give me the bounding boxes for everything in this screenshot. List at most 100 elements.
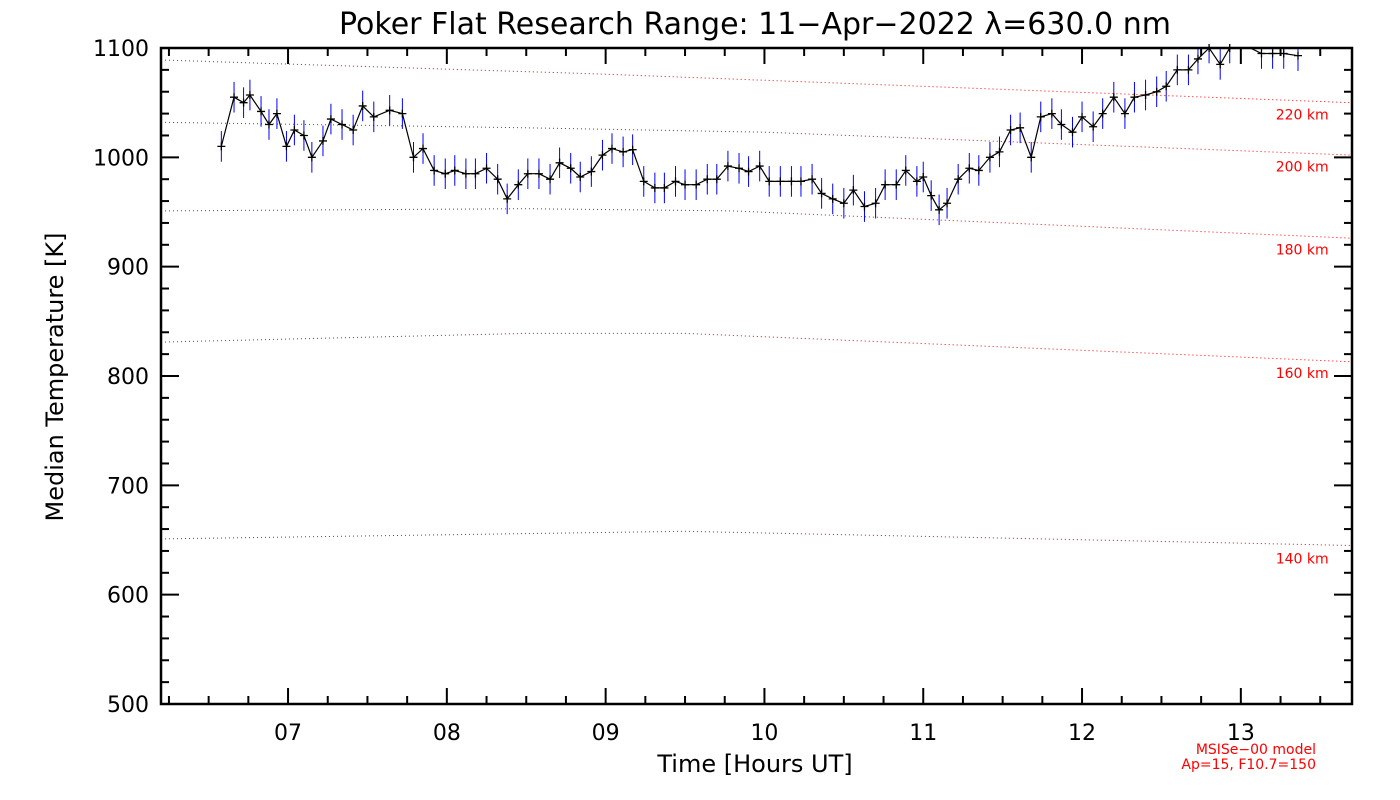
data-point-78 — [1016, 123, 1025, 132]
data-point-48 — [712, 175, 721, 184]
model-layer: 140 km 160 km 180 km 200 km 220 km — [160, 59, 1353, 568]
data-point-59 — [828, 194, 837, 203]
data-point-22 — [441, 169, 450, 178]
data-point-41 — [639, 177, 648, 186]
y-axis-label: Median Temperature [K] — [41, 232, 69, 521]
model-label-3: 200 km — [1276, 160, 1329, 176]
data-point-65 — [892, 180, 901, 189]
data-point-29 — [514, 180, 523, 189]
data-point-16 — [369, 112, 378, 121]
data-point-63 — [871, 199, 880, 208]
model-curve-0 — [160, 530, 1353, 546]
data-point-12 — [326, 115, 335, 124]
data-point-11 — [318, 136, 327, 145]
model-curve-4 — [160, 59, 1353, 104]
data-point-94 — [1184, 65, 1193, 74]
x-tick-label: 10 — [750, 721, 778, 746]
x-tick-label: 12 — [1068, 721, 1096, 746]
data-point-66 — [901, 166, 910, 175]
y-tick-label: 1000 — [93, 146, 149, 171]
model-curve-1 — [160, 332, 1353, 363]
data-point-15 — [358, 101, 367, 110]
data-point-70 — [935, 205, 944, 214]
y-tick-label: 700 — [107, 474, 149, 499]
y-tick-label: 500 — [107, 693, 149, 718]
data-point-102 — [1268, 49, 1277, 58]
data-point-95 — [1193, 54, 1202, 63]
data-point-80 — [1036, 112, 1045, 121]
data-point-88 — [1120, 109, 1129, 118]
data-point-14 — [349, 126, 358, 134]
data-point-35 — [576, 173, 585, 182]
data-point-0 — [217, 142, 226, 151]
data-point-97 — [1216, 60, 1225, 69]
data-point-46 — [692, 180, 701, 189]
data-point-44 — [671, 177, 680, 186]
data-layer — [217, 44, 1303, 226]
data-point-24 — [461, 169, 470, 178]
data-point-76 — [995, 147, 1004, 156]
data-point-93 — [1173, 65, 1182, 74]
chart-title: Poker Flat Research Range: 11−Apr−2022 λ… — [339, 7, 1171, 42]
data-point-79 — [1027, 153, 1036, 162]
x-tick-label: 09 — [592, 721, 620, 746]
data-point-75 — [985, 153, 994, 162]
data-point-3 — [245, 91, 254, 100]
y-tick-label: 800 — [107, 365, 149, 390]
data-point-69 — [927, 191, 936, 200]
data-point-68 — [919, 173, 928, 182]
data-point-60 — [839, 199, 848, 208]
data-point-87 — [1109, 93, 1118, 102]
data-point-17 — [385, 106, 394, 115]
model-label-0: 140 km — [1276, 552, 1329, 568]
data-point-30 — [523, 169, 532, 178]
data-point-9 — [299, 131, 308, 140]
data-point-91 — [1152, 87, 1161, 96]
x-tick-label: 13 — [1227, 721, 1255, 746]
data-point-27 — [493, 175, 502, 184]
data-point-56 — [796, 177, 805, 186]
data-point-49 — [723, 162, 732, 171]
y-tick-label: 1100 — [93, 37, 149, 62]
data-point-57 — [808, 175, 817, 184]
data-point-43 — [660, 183, 669, 192]
data-point-39 — [619, 147, 628, 156]
data-point-86 — [1098, 109, 1107, 118]
data-point-81 — [1047, 109, 1056, 118]
data-point-47 — [703, 175, 712, 184]
data-point-26 — [482, 164, 491, 173]
data-point-77 — [1006, 126, 1015, 134]
x-tick-label: 11 — [909, 721, 937, 746]
data-point-1 — [230, 93, 239, 102]
data-point-7 — [282, 142, 291, 151]
data-point-38 — [607, 144, 616, 153]
data-point-85 — [1089, 122, 1098, 131]
data-point-36 — [587, 167, 596, 176]
data-point-73 — [965, 164, 974, 173]
data-point-13 — [338, 120, 347, 129]
data-point-28 — [503, 194, 512, 203]
data-point-42 — [650, 183, 659, 192]
data-point-18 — [398, 109, 407, 118]
data-point-84 — [1078, 112, 1087, 121]
y-tick-label: 600 — [107, 584, 149, 609]
model-note: MSISe−00 model — [1196, 742, 1316, 758]
data-point-55 — [787, 177, 796, 186]
data-point-45 — [681, 180, 690, 189]
data-point-19 — [409, 153, 418, 162]
plot-frame — [159, 46, 1354, 706]
data-point-52 — [755, 162, 764, 171]
data-point-62 — [860, 202, 869, 211]
data-point-37 — [598, 151, 607, 160]
data-point-5 — [264, 120, 273, 129]
data-point-72 — [954, 175, 963, 184]
data-point-6 — [272, 109, 281, 118]
axes-layer: 07 08 09 10 11 12 13 500 600 700 800 900 1000 1100 — [93, 37, 1354, 746]
model-params-note: Ap=15, F10.7=150 — [1181, 757, 1316, 773]
data-point-51 — [744, 167, 753, 176]
data-point-2 — [239, 98, 248, 107]
data-point-31 — [534, 169, 543, 178]
data-point-32 — [546, 175, 555, 184]
data-point-89 — [1130, 93, 1139, 102]
data-point-23 — [450, 166, 459, 175]
